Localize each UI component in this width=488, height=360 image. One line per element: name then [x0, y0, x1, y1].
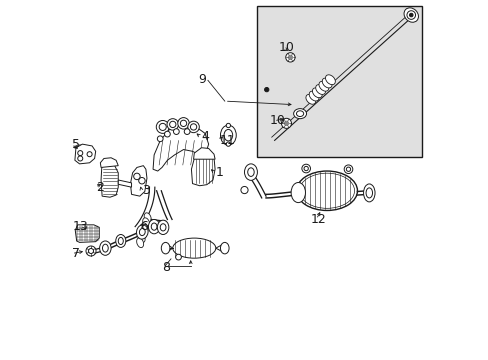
Polygon shape: [153, 125, 208, 171]
Ellipse shape: [308, 91, 318, 101]
Ellipse shape: [315, 85, 325, 94]
Ellipse shape: [102, 244, 108, 252]
Ellipse shape: [142, 218, 149, 228]
Ellipse shape: [180, 120, 186, 126]
Ellipse shape: [157, 220, 168, 234]
Text: 7: 7: [72, 247, 80, 260]
Ellipse shape: [178, 118, 189, 129]
Ellipse shape: [78, 150, 82, 156]
Ellipse shape: [304, 166, 308, 171]
Ellipse shape: [136, 225, 148, 239]
Ellipse shape: [281, 118, 291, 129]
Ellipse shape: [100, 241, 111, 255]
Polygon shape: [130, 166, 147, 196]
Ellipse shape: [167, 119, 178, 130]
Ellipse shape: [173, 129, 179, 134]
Text: 12: 12: [310, 213, 326, 226]
Ellipse shape: [346, 167, 350, 171]
Ellipse shape: [296, 111, 303, 117]
Text: 6: 6: [140, 220, 148, 233]
Ellipse shape: [296, 171, 357, 211]
Text: 9: 9: [198, 73, 205, 86]
Ellipse shape: [138, 233, 145, 243]
Ellipse shape: [184, 129, 190, 134]
Ellipse shape: [408, 13, 412, 17]
Ellipse shape: [139, 229, 145, 235]
Ellipse shape: [366, 188, 372, 198]
Bar: [257, 6, 421, 157]
Ellipse shape: [190, 124, 196, 130]
Ellipse shape: [175, 254, 181, 260]
Ellipse shape: [403, 8, 418, 22]
Text: 10: 10: [278, 41, 294, 54]
Polygon shape: [191, 152, 215, 186]
Polygon shape: [101, 164, 118, 197]
Ellipse shape: [118, 237, 123, 244]
Ellipse shape: [312, 88, 322, 98]
Text: 11: 11: [219, 134, 235, 147]
Ellipse shape: [220, 242, 228, 254]
Polygon shape: [75, 225, 99, 242]
Ellipse shape: [293, 109, 306, 119]
Ellipse shape: [87, 152, 92, 157]
Polygon shape: [193, 148, 215, 159]
Ellipse shape: [136, 238, 143, 248]
Ellipse shape: [148, 220, 160, 234]
Ellipse shape: [264, 87, 268, 92]
Ellipse shape: [144, 213, 151, 222]
Ellipse shape: [226, 123, 230, 128]
Ellipse shape: [325, 75, 335, 85]
Ellipse shape: [301, 164, 310, 173]
Ellipse shape: [284, 121, 288, 126]
Ellipse shape: [141, 223, 148, 233]
Ellipse shape: [318, 81, 328, 91]
Text: 5: 5: [72, 138, 80, 150]
Text: 1: 1: [215, 166, 223, 179]
Polygon shape: [100, 158, 118, 167]
Text: 13: 13: [72, 220, 88, 233]
Ellipse shape: [172, 238, 215, 258]
Bar: [135, 179, 144, 190]
Ellipse shape: [299, 173, 354, 208]
Ellipse shape: [156, 121, 169, 134]
Ellipse shape: [287, 55, 292, 59]
Ellipse shape: [322, 78, 331, 88]
Ellipse shape: [344, 165, 352, 174]
Ellipse shape: [160, 224, 165, 231]
Ellipse shape: [88, 248, 93, 253]
Text: 3: 3: [142, 184, 150, 197]
Polygon shape: [215, 245, 223, 251]
Ellipse shape: [226, 142, 230, 146]
Ellipse shape: [406, 11, 415, 19]
Ellipse shape: [290, 183, 305, 203]
Ellipse shape: [285, 53, 294, 62]
Ellipse shape: [159, 123, 166, 130]
Ellipse shape: [363, 184, 374, 202]
Ellipse shape: [116, 234, 125, 247]
Polygon shape: [75, 144, 96, 164]
Polygon shape: [118, 180, 131, 187]
Ellipse shape: [164, 131, 170, 137]
Ellipse shape: [247, 168, 254, 176]
Ellipse shape: [157, 136, 163, 141]
Text: 10: 10: [269, 114, 285, 127]
Ellipse shape: [305, 94, 315, 104]
Ellipse shape: [220, 125, 236, 145]
Ellipse shape: [140, 228, 146, 238]
Ellipse shape: [86, 246, 96, 256]
Text: 8: 8: [162, 261, 170, 274]
Ellipse shape: [169, 121, 176, 127]
Text: 4: 4: [201, 130, 209, 144]
Ellipse shape: [241, 186, 247, 194]
Text: 2: 2: [96, 181, 103, 194]
Ellipse shape: [151, 223, 157, 230]
Ellipse shape: [224, 130, 232, 141]
Ellipse shape: [161, 242, 169, 254]
Ellipse shape: [78, 156, 82, 161]
Polygon shape: [164, 244, 172, 252]
Ellipse shape: [244, 164, 257, 180]
Ellipse shape: [187, 121, 199, 133]
